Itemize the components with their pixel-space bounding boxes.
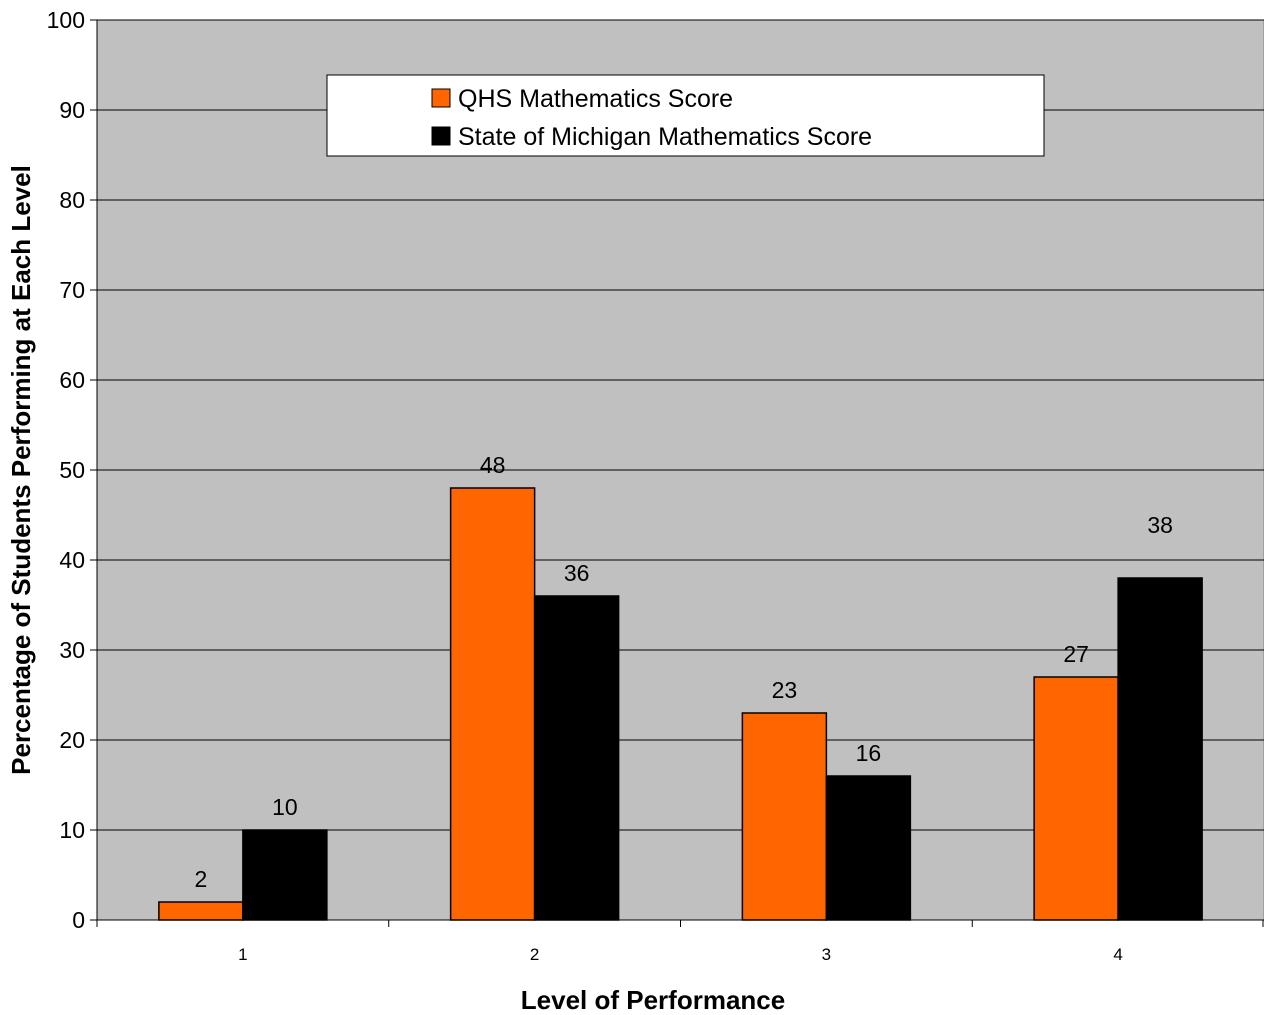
y-tick-label-50: 50 bbox=[59, 457, 85, 483]
y-tick-label-0: 0 bbox=[72, 907, 85, 933]
bar-state-of-michigan-mathematics-score-1 bbox=[242, 829, 328, 921]
data-label-qhs-mathematics-score-4: 27 bbox=[1063, 641, 1089, 667]
legend-swatch-michigan bbox=[431, 126, 451, 146]
x-tick-label-4: 4 bbox=[1113, 945, 1122, 964]
y-tick-label-20: 20 bbox=[59, 727, 85, 753]
data-label-qhs-mathematics-score-2: 48 bbox=[480, 452, 506, 478]
x-tick-label-2: 2 bbox=[530, 945, 539, 964]
x-tick-label-1: 1 bbox=[238, 945, 247, 964]
bar-qhs-mathematics-score-2 bbox=[449, 487, 536, 921]
bar-state-of-michigan-mathematics-score-2 bbox=[533, 595, 620, 921]
y-tick-label-90: 90 bbox=[59, 97, 85, 123]
data-label-state-of-michigan-mathematics-score-2: 36 bbox=[564, 560, 590, 586]
bar-state-of-michigan-mathematics-score-4 bbox=[1117, 577, 1203, 921]
data-label-qhs-mathematics-score-3: 23 bbox=[772, 677, 798, 703]
y-tick-label-70: 70 bbox=[59, 277, 85, 303]
y-tick-label-10: 10 bbox=[59, 817, 85, 843]
bar-qhs-mathematics-score-4 bbox=[1033, 676, 1119, 921]
y-tick-label-80: 80 bbox=[59, 187, 85, 213]
legend: QHS Mathematics Score State of Michigan … bbox=[326, 74, 1045, 157]
y-tick-label-60: 60 bbox=[59, 367, 85, 393]
y-axis-title: Percentage of Students Performing at Eac… bbox=[6, 165, 36, 775]
legend-label-michigan: State of Michigan Mathematics Score bbox=[458, 123, 872, 151]
bar-state-of-michigan-mathematics-score-3 bbox=[825, 775, 912, 921]
bar-qhs-mathematics-score-3 bbox=[741, 712, 828, 921]
bar-qhs-mathematics-score-1 bbox=[158, 901, 244, 921]
y-tick-label-30: 30 bbox=[59, 637, 85, 663]
y-tick-label-100: 100 bbox=[47, 7, 85, 33]
data-label-state-of-michigan-mathematics-score-3: 16 bbox=[856, 740, 882, 766]
legend-label-qhs: QHS Mathematics Score bbox=[458, 85, 733, 113]
x-axis-title: Level of Performance bbox=[521, 985, 785, 1015]
y-tick-label-40: 40 bbox=[59, 547, 85, 573]
data-label-state-of-michigan-mathematics-score-4: 38 bbox=[1147, 512, 1173, 538]
data-label-qhs-mathematics-score-1: 2 bbox=[194, 866, 207, 892]
legend-swatch-qhs bbox=[431, 88, 451, 108]
data-labels-layer: 2 10 48 36 23 16 27 38 bbox=[194, 452, 1172, 892]
bars-layer bbox=[158, 487, 1203, 921]
x-tick-label-3: 3 bbox=[822, 945, 831, 964]
data-label-state-of-michigan-mathematics-score-1: 10 bbox=[272, 794, 298, 820]
